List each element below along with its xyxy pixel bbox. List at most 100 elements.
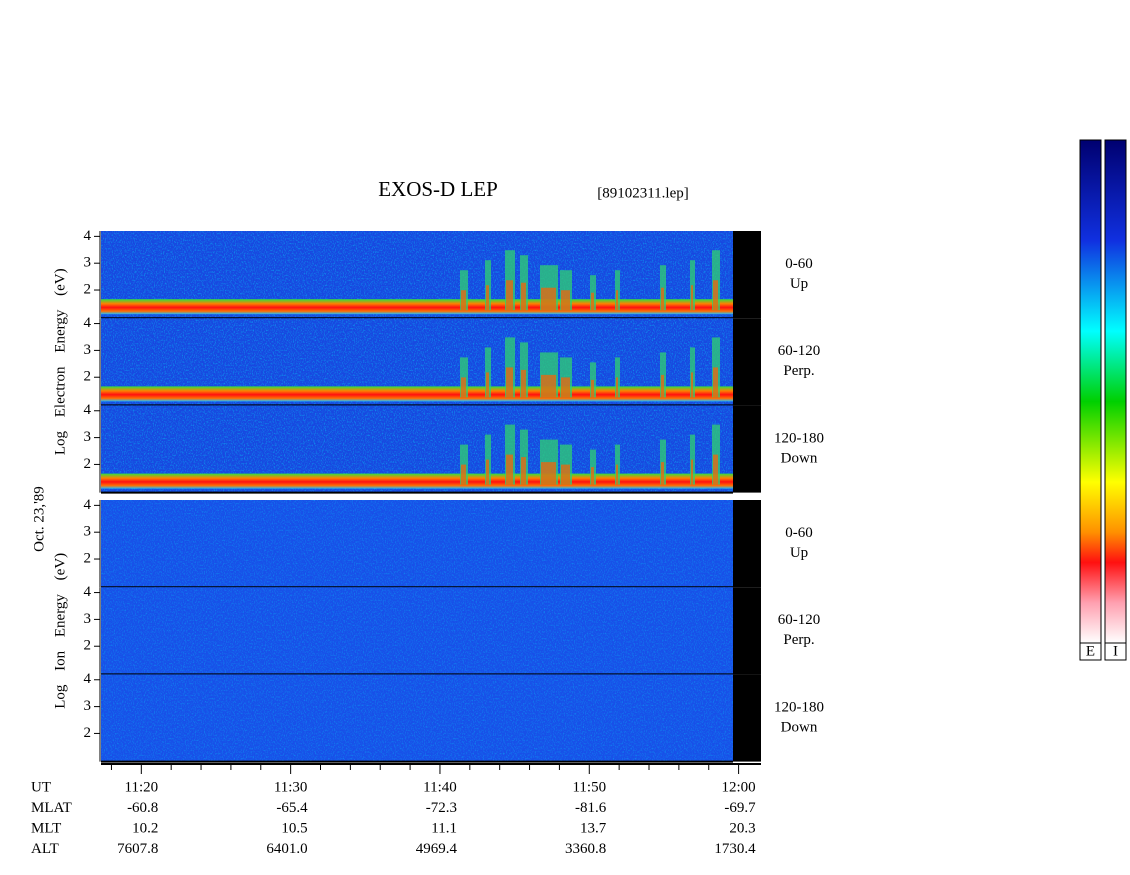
- spectrogram-band: [101, 473, 733, 489]
- y-tick-label: 3: [84, 611, 92, 627]
- spectrogram-burst: [661, 462, 664, 485]
- spectrogram-burst: [661, 374, 664, 398]
- spectrogram-burst: [486, 459, 489, 485]
- ephemeris-value: 10.5: [281, 820, 307, 836]
- panel-direction: Perp.: [783, 632, 814, 648]
- y-tick-label: 3: [84, 342, 92, 358]
- panel-angle: 0-60: [785, 256, 813, 272]
- y-tick-label: 2: [84, 638, 92, 654]
- panel-direction: Up: [790, 276, 808, 292]
- spectrogram-burst: [506, 367, 513, 398]
- spectrogram-burst: [561, 377, 570, 398]
- ephemeris-label: MLAT: [31, 800, 72, 816]
- ephemeris-value: -60.8: [127, 800, 158, 816]
- group-label: Log Electron Energy (eV): [52, 268, 68, 455]
- y-tick-label: 2: [84, 725, 92, 741]
- ephemeris-value: -65.4: [276, 800, 308, 816]
- ephemeris-value: 1730.4: [714, 841, 756, 857]
- panel-angle: 0-60: [785, 525, 813, 541]
- ephemeris-value: 3360.8: [565, 841, 606, 857]
- spectrogram-burst: [461, 290, 466, 311]
- y-tick-label: 4: [84, 671, 92, 687]
- no-data: [733, 500, 761, 588]
- spectrogram-burst: [713, 367, 718, 398]
- file-name: [89102311.lep]: [597, 185, 689, 201]
- spectrogram-burst: [521, 457, 526, 485]
- color-bar: [1079, 139, 1102, 644]
- spectrogram-burst: [616, 377, 618, 398]
- ephemeris-value: 10.2: [132, 820, 158, 836]
- no-data: [733, 674, 761, 762]
- spectrogram-burst: [461, 377, 466, 398]
- ephemeris-value: -69.7: [724, 800, 756, 816]
- spectrogram-burst: [561, 290, 570, 311]
- panel-direction: Up: [790, 545, 808, 561]
- spectrogram-burst: [591, 292, 594, 311]
- panel-direction: Down: [781, 450, 818, 466]
- no-data: [733, 405, 761, 493]
- panel-angle: 60-120: [778, 612, 821, 628]
- y-tick-label: 2: [84, 456, 92, 472]
- ephemeris-value: -81.6: [575, 800, 607, 816]
- spectrogram-burst: [713, 280, 718, 311]
- x-tick-label: 11:20: [125, 779, 159, 795]
- spectrogram-burst: [461, 464, 466, 485]
- no-data: [733, 587, 761, 675]
- ephemeris-label: UT: [31, 779, 51, 795]
- spectrogram-burst: [506, 280, 513, 311]
- ephemeris-value: 13.7: [580, 820, 607, 836]
- spectrogram-burst: [521, 369, 526, 398]
- spectrogram-burst: [591, 379, 594, 398]
- spectrogram-burst: [691, 285, 693, 311]
- x-tick-label: 11:50: [572, 779, 606, 795]
- panel-direction: Perp.: [783, 363, 814, 379]
- y-tick-label: 4: [84, 497, 92, 513]
- spectrogram-noise: [101, 674, 733, 762]
- panel-direction: Down: [781, 719, 818, 735]
- ephemeris-label: ALT: [31, 841, 59, 857]
- spectrogram-burst: [691, 372, 693, 398]
- panel-angle: 120-180: [774, 699, 824, 715]
- color-bar: [1104, 139, 1127, 644]
- no-data: [733, 231, 761, 319]
- spectrogram-noise: [101, 587, 733, 675]
- spectrogram-band: [101, 299, 733, 315]
- ephemeris-value: 20.3: [729, 820, 755, 836]
- color-bar-label: I: [1113, 643, 1118, 659]
- spectrogram-burst: [521, 282, 526, 311]
- spectrogram-band: [101, 386, 733, 402]
- spectrogram-burst: [616, 290, 618, 311]
- ephemeris-label: MLT: [31, 820, 61, 836]
- color-bar-label: E: [1086, 643, 1095, 659]
- spectrogram-burst: [541, 287, 556, 311]
- panel-angle: 120-180: [774, 430, 824, 446]
- ephemeris-value: -72.3: [426, 800, 457, 816]
- spectrogram-burst: [506, 454, 513, 485]
- y-tick-label: 4: [84, 315, 92, 331]
- y-tick-label: 4: [84, 402, 92, 418]
- y-tick-label: 4: [84, 584, 92, 600]
- spectrogram-burst: [713, 454, 718, 485]
- ephemeris-value: 7607.8: [117, 841, 158, 857]
- ephemeris-value: 11.1: [431, 820, 457, 836]
- y-tick-label: 3: [84, 698, 92, 714]
- spectrogram-burst: [591, 467, 594, 485]
- color-bar-label-box: [1104, 642, 1127, 661]
- y-tick-label: 4: [84, 228, 92, 244]
- chart-title: EXOS-D LEP: [378, 177, 498, 201]
- date-label: Oct. 23,'89: [31, 486, 47, 552]
- group-label: Log Ion Energy (eV): [52, 553, 68, 709]
- spectrogram-burst: [541, 374, 556, 398]
- x-tick-label: 12:00: [722, 779, 756, 795]
- spectrogram-burst: [561, 464, 570, 485]
- ephemeris-value: 4969.4: [416, 841, 458, 857]
- spectrogram-noise: [101, 500, 733, 588]
- ephemeris-value: 6401.0: [266, 841, 307, 857]
- spectrogram-burst: [486, 372, 489, 398]
- spectrogram-burst: [616, 464, 618, 485]
- y-tick-label: 2: [84, 550, 92, 566]
- spectrogram-burst: [691, 459, 693, 485]
- color-bar-label-box: [1079, 642, 1102, 661]
